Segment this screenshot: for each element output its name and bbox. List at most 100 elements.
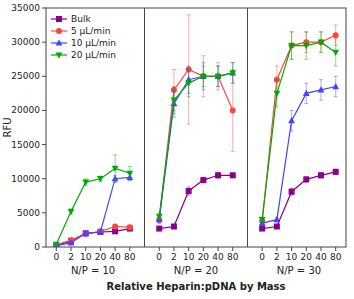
data-point bbox=[171, 98, 178, 104]
group-divider bbox=[144, 8, 145, 247]
x-tick-label: 80 bbox=[227, 252, 239, 262]
x-tick bbox=[85, 247, 86, 251]
data-point bbox=[332, 83, 339, 89]
x-tick-label: 40 bbox=[109, 252, 121, 262]
y-tick bbox=[42, 8, 46, 9]
data-point bbox=[171, 224, 177, 230]
x-tick-label: 20 bbox=[301, 252, 313, 262]
error-bar bbox=[113, 224, 117, 228]
y-tick bbox=[42, 247, 46, 248]
y-tick bbox=[42, 212, 46, 213]
data-point bbox=[259, 217, 266, 223]
y-tick-label: 5000 bbox=[17, 208, 40, 218]
x-tick-label: 80 bbox=[330, 252, 342, 262]
x-tick-label: 40 bbox=[212, 252, 224, 262]
x-tick-label: 2 bbox=[68, 252, 74, 262]
data-point bbox=[200, 74, 207, 80]
data-point bbox=[333, 32, 339, 38]
series-line bbox=[56, 42, 335, 244]
x-tick-label: 2 bbox=[171, 252, 177, 262]
data-point bbox=[68, 209, 75, 215]
error-bar bbox=[231, 173, 235, 177]
x-tick bbox=[188, 247, 189, 251]
data-point bbox=[303, 176, 309, 182]
x-tick bbox=[262, 247, 263, 251]
data-point bbox=[288, 117, 295, 123]
x-tick-label: 40 bbox=[315, 252, 327, 262]
data-point bbox=[230, 107, 236, 113]
x-tick-label: 2 bbox=[274, 252, 280, 262]
x-tick bbox=[321, 247, 322, 251]
y-tick-label: 15000 bbox=[11, 140, 40, 150]
x-tick bbox=[291, 247, 292, 251]
x-tick-label: 10 bbox=[80, 252, 92, 262]
group-label: N/P = 10 bbox=[71, 265, 115, 276]
legend-marker bbox=[56, 39, 63, 45]
data-area bbox=[53, 15, 339, 247]
group-label: N/P = 30 bbox=[277, 265, 321, 276]
error-bar bbox=[201, 177, 205, 182]
y-tick-label: 10000 bbox=[11, 174, 40, 184]
group-label: N/P = 20 bbox=[174, 265, 218, 276]
x-tick-label: 80 bbox=[124, 252, 136, 262]
data-point bbox=[97, 176, 104, 182]
y-tick-label: 30000 bbox=[11, 37, 40, 47]
data-point bbox=[82, 180, 89, 186]
data-point bbox=[68, 239, 75, 245]
legend-marker bbox=[56, 52, 63, 58]
data-point bbox=[259, 226, 265, 232]
x-tick-label: 0 bbox=[259, 252, 265, 262]
data-point bbox=[303, 90, 310, 96]
data-point bbox=[288, 43, 295, 49]
x-tick bbox=[203, 247, 204, 251]
x-tick bbox=[306, 247, 307, 251]
x-tick bbox=[56, 247, 57, 251]
group-divider bbox=[247, 8, 248, 247]
data-point bbox=[186, 188, 192, 194]
y-tick-label: 0 bbox=[34, 242, 40, 252]
x-tick-label: 0 bbox=[156, 252, 162, 262]
x-tick-label: 20 bbox=[95, 252, 107, 262]
x-tick bbox=[129, 247, 130, 251]
x-tick-label: 20 bbox=[198, 252, 210, 262]
error-bar bbox=[334, 169, 338, 174]
data-point bbox=[318, 86, 325, 92]
y-tick bbox=[42, 178, 46, 179]
x-axis-label: Relative Heparin:pDNA by Mass bbox=[107, 281, 286, 292]
x-tick-label: 0 bbox=[53, 252, 59, 262]
data-point bbox=[273, 216, 280, 222]
data-point bbox=[289, 189, 295, 195]
data-point bbox=[332, 50, 339, 56]
data-point bbox=[82, 230, 89, 236]
data-point bbox=[53, 242, 59, 247]
data-point bbox=[185, 81, 192, 87]
error-bar bbox=[304, 177, 308, 182]
x-tick bbox=[173, 247, 174, 251]
x-tick bbox=[100, 247, 101, 251]
x-tick bbox=[159, 247, 160, 251]
error-bar bbox=[187, 15, 191, 124]
data-point bbox=[112, 166, 119, 172]
data-point bbox=[126, 171, 133, 177]
series-line bbox=[56, 73, 335, 246]
data-point bbox=[53, 242, 60, 247]
x-tick bbox=[218, 247, 219, 251]
plot-frame bbox=[46, 8, 346, 247]
y-tick-label: 35000 bbox=[11, 3, 40, 13]
error-bar bbox=[216, 173, 220, 178]
y-tick-label: 25000 bbox=[11, 71, 40, 81]
legend-label: Bulk bbox=[71, 14, 91, 24]
legend-label: 5 μL/min bbox=[71, 26, 110, 36]
data-point bbox=[97, 228, 103, 234]
x-tick-label: 10 bbox=[286, 252, 298, 262]
y-tick bbox=[42, 110, 46, 111]
data-point bbox=[303, 43, 310, 49]
data-point bbox=[318, 172, 324, 178]
legend-label: 10 μL/min bbox=[71, 38, 116, 48]
x-tick bbox=[232, 247, 233, 251]
legend-marker bbox=[56, 16, 62, 22]
x-tick-label: 10 bbox=[183, 252, 195, 262]
series-line bbox=[56, 35, 335, 245]
chart: 0500010000150002000025000300003500002102… bbox=[0, 0, 354, 299]
y-tick-label: 20000 bbox=[11, 105, 40, 115]
